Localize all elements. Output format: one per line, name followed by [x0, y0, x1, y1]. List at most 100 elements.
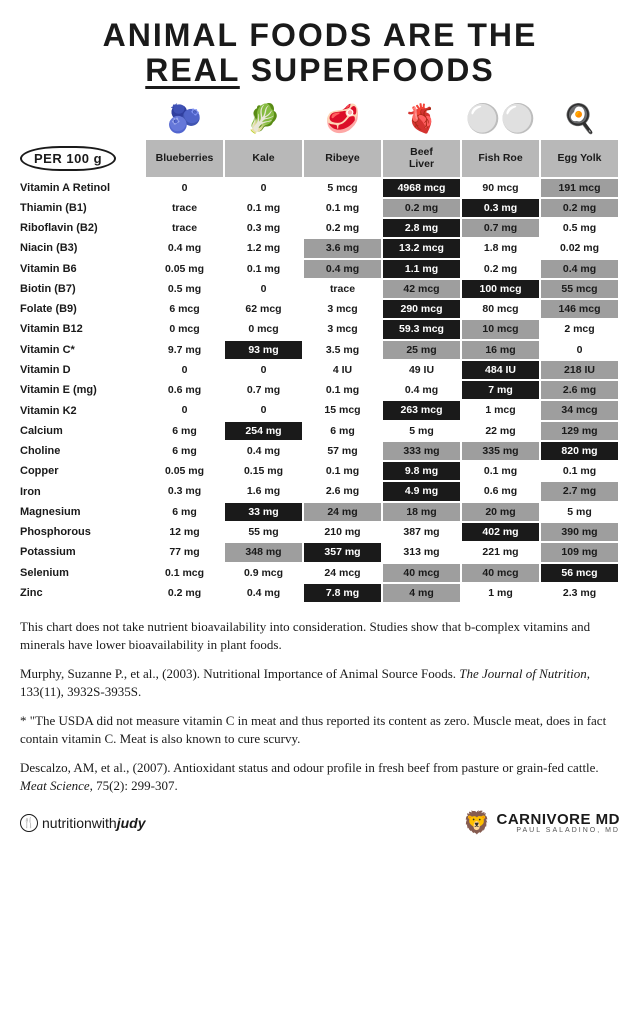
- nutrient-value: 7 mg: [461, 380, 540, 400]
- nutrient-value: 10 mcg: [461, 319, 540, 339]
- nutrient-value: 1 mg: [461, 583, 540, 603]
- nutrient-value: 0.4 mg: [303, 259, 382, 279]
- nutrient-value: 0.4 mg: [224, 583, 303, 603]
- nutrient-value: 25 mg: [382, 340, 461, 360]
- table-row: Vitamin C*9.7 mg93 mg3.5 mg25 mg16 mg0: [20, 340, 619, 360]
- nutrient-value: 221 mg: [461, 542, 540, 562]
- nutrient-value: 333 mg: [382, 441, 461, 461]
- nutrient-value: 0.3 mg: [145, 481, 224, 501]
- nutrient-value: 191 mcg: [540, 178, 619, 198]
- footer: 🍴 nutritionwithjudy 🦁 CARNIVORE MD PAUL …: [20, 810, 620, 836]
- nutrient-value: 0.4 mg: [382, 380, 461, 400]
- nutrient-value: 4 mg: [382, 583, 461, 603]
- nutrient-value: 0.1 mg: [224, 259, 303, 279]
- logo-nutritionwithjudy: 🍴 nutritionwithjudy: [20, 814, 145, 832]
- table-row: Selenium0.1 mcg0.9 mcg24 mcg40 mcg40 mcg…: [20, 563, 619, 583]
- nutrient-value: 24 mg: [303, 502, 382, 522]
- nutrient-label: Vitamin D: [20, 360, 145, 380]
- table-row: Phosphorous12 mg55 mg210 mg387 mg402 mg3…: [20, 522, 619, 542]
- column-header: BeefLiver: [382, 139, 461, 177]
- nutrient-value: 20 mg: [461, 502, 540, 522]
- nutrient-value: 6 mg: [145, 441, 224, 461]
- nutrient-label: Iron: [20, 481, 145, 501]
- nutrient-value: 0.2 mg: [145, 583, 224, 603]
- nutrient-value: 290 mcg: [382, 299, 461, 319]
- nutrient-value: 5 mg: [540, 502, 619, 522]
- nutrient-value: 0.4 mg: [224, 441, 303, 461]
- column-header: Ribeye: [303, 139, 382, 177]
- column-header: Egg Yolk: [540, 139, 619, 177]
- nutrient-label: Copper: [20, 461, 145, 481]
- nutrient-value: 0.7 mg: [224, 380, 303, 400]
- food-icon: ⚪⚪: [461, 106, 540, 134]
- table-row: Thiamin (B1)trace0.1 mg0.1 mg0.2 mg0.3 m…: [20, 198, 619, 218]
- table-row: Choline6 mg0.4 mg57 mg333 mg335 mg820 mg: [20, 441, 619, 461]
- nutrient-value: 6 mg: [145, 421, 224, 441]
- food-icon: 🍳: [540, 106, 619, 134]
- nutrient-label: Zinc: [20, 583, 145, 603]
- nutrient-value: 348 mg: [224, 542, 303, 562]
- nutrient-value: 0.02 mg: [540, 238, 619, 258]
- nutrient-value: 0.05 mg: [145, 461, 224, 481]
- nutrient-value: 0.05 mg: [145, 259, 224, 279]
- nutrient-value: 0.15 mg: [224, 461, 303, 481]
- nutrient-value: 2.7 mg: [540, 481, 619, 501]
- food-icon: 🥬: [224, 106, 303, 134]
- nutrient-value: 0.4 mg: [145, 238, 224, 258]
- nutrient-value: 0.2 mg: [461, 259, 540, 279]
- nutrient-value: 18 mg: [382, 502, 461, 522]
- nutrient-value: 357 mg: [303, 542, 382, 562]
- food-icon-row: 🫐🥬🥩🫀⚪⚪🍳: [145, 106, 620, 134]
- nutrient-value: 0.1 mcg: [145, 563, 224, 583]
- nutrient-value: 0.1 mg: [461, 461, 540, 481]
- table-row: Vitamin B60.05 mg0.1 mg0.4 mg1.1 mg0.2 m…: [20, 259, 619, 279]
- title-line2b: SUPERFOODS: [240, 52, 495, 88]
- title-real: REAL: [145, 52, 240, 88]
- nutrient-value: trace: [145, 198, 224, 218]
- nutrient-value: 0: [145, 400, 224, 420]
- nutrient-value: 33 mg: [224, 502, 303, 522]
- table-row: Biotin (B7)0.5 mg0trace42 mcg100 mcg55 m…: [20, 279, 619, 299]
- nutrient-value: 313 mg: [382, 542, 461, 562]
- nutrient-value: 3 mcg: [303, 299, 382, 319]
- table-row: Potassium77 mg348 mg357 mg313 mg221 mg10…: [20, 542, 619, 562]
- nutrient-value: 1.8 mg: [461, 238, 540, 258]
- nutrient-value: 40 mcg: [382, 563, 461, 583]
- note-citation-1: Murphy, Suzanne P., et al., (2003). Nutr…: [20, 665, 620, 700]
- nutrient-value: 6 mg: [145, 502, 224, 522]
- nutrient-value: 15 mcg: [303, 400, 382, 420]
- table-row: Calcium6 mg254 mg6 mg5 mg22 mg129 mg: [20, 421, 619, 441]
- nutrient-label: Vitamin B6: [20, 259, 145, 279]
- nutrient-value: 484 IU: [461, 360, 540, 380]
- nutrient-value: 109 mg: [540, 542, 619, 562]
- nutrient-value: 0.6 mg: [461, 481, 540, 501]
- main-title: ANIMAL FOODS ARE THE REAL SUPERFOODS: [20, 18, 620, 88]
- nutrient-value: 0: [224, 400, 303, 420]
- nutrient-label: Calcium: [20, 421, 145, 441]
- nutrient-value: 4.9 mg: [382, 481, 461, 501]
- food-icon: 🫀: [382, 106, 461, 134]
- nutrient-label: Vitamin K2: [20, 400, 145, 420]
- nutrient-value: 0.1 mg: [303, 461, 382, 481]
- nutrient-value: 80 mcg: [461, 299, 540, 319]
- nutrient-value: 0.5 mg: [145, 279, 224, 299]
- nutrient-label: Choline: [20, 441, 145, 461]
- fork-spoon-icon: 🍴: [20, 814, 38, 832]
- nutrient-value: 59.3 mcg: [382, 319, 461, 339]
- nutrient-value: 100 mcg: [461, 279, 540, 299]
- nutrient-label: Niacin (B3): [20, 238, 145, 258]
- nutrient-value: 16 mg: [461, 340, 540, 360]
- nutrient-value: 24 mcg: [303, 563, 382, 583]
- nutrient-label: Potassium: [20, 542, 145, 562]
- nutrient-value: 129 mg: [540, 421, 619, 441]
- nutrient-label: Selenium: [20, 563, 145, 583]
- nutrient-value: 1.6 mg: [224, 481, 303, 501]
- nutrient-value: 0.2 mg: [382, 198, 461, 218]
- nutrient-value: 2.6 mg: [540, 380, 619, 400]
- nutrient-table: PER 100 gBlueberriesKaleRibeyeBeefLiverF…: [20, 138, 620, 604]
- per-100g-label: PER 100 g: [20, 139, 145, 177]
- nutrient-value: 0: [145, 178, 224, 198]
- note-bioavailability: This chart does not take nutrient bioava…: [20, 618, 620, 653]
- nutrient-value: 263 mcg: [382, 400, 461, 420]
- nutrient-value: 0.1 mg: [540, 461, 619, 481]
